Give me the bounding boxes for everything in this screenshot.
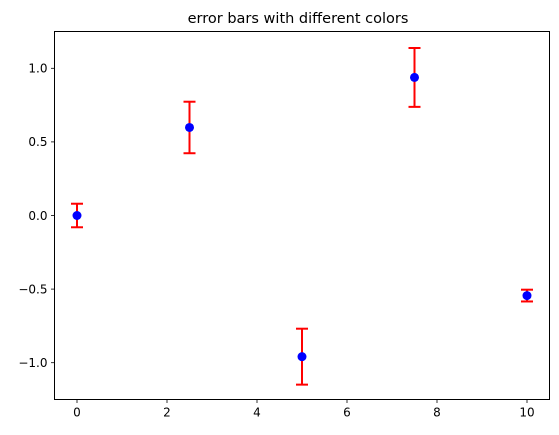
y-axis: −1.0 −0.5 0.0 0.5 1.0 [18, 62, 55, 370]
x-tick-label: 8 [433, 406, 441, 420]
x-tick-label: 10 [519, 406, 534, 420]
x-tick-label: 6 [343, 406, 351, 420]
data-point [185, 122, 194, 132]
y-tick-label: −0.5 [18, 282, 47, 296]
x-tick-label: 4 [253, 406, 261, 420]
data-point [410, 72, 419, 82]
error-bars [71, 46, 533, 386]
y-tick-label: 0.5 [28, 135, 47, 149]
chart-title: error bars with different colors [188, 11, 409, 27]
data-point [72, 211, 82, 220]
y-tick-label: 0.0 [28, 209, 47, 223]
x-tick-label: 2 [163, 406, 171, 420]
y-tick-label: −1.0 [18, 356, 47, 370]
x-tick-label: 0 [73, 406, 81, 420]
y-tick-label: 1.0 [28, 62, 47, 76]
x-axis: 0 2 4 6 8 10 [73, 399, 535, 420]
data-point [297, 352, 307, 362]
data-points [72, 72, 532, 362]
data-point [522, 291, 532, 301]
